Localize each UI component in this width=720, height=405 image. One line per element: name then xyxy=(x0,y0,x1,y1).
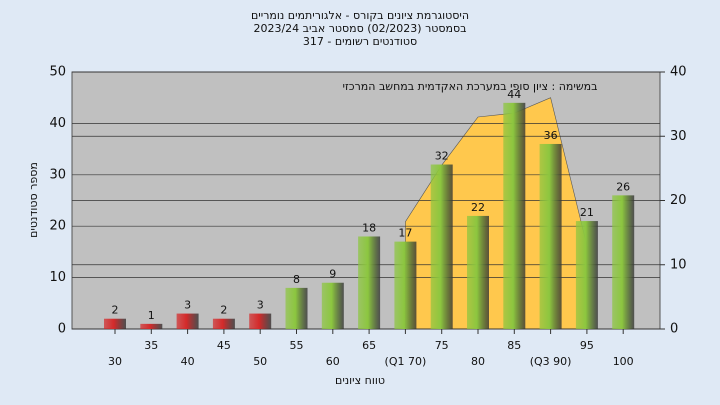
y2-tick-label: 20 xyxy=(670,193,687,208)
bar xyxy=(430,164,453,329)
y2-tick-label: 10 xyxy=(670,257,687,272)
x-tick-label: 55 xyxy=(290,339,304,352)
y2-tick-label: 40 xyxy=(670,65,687,80)
bar xyxy=(358,236,381,329)
y-tick-label: 10 xyxy=(49,270,66,285)
bar xyxy=(176,313,199,329)
y-tick-label: 0 xyxy=(58,322,66,337)
y-tick-label: 30 xyxy=(49,167,66,182)
x-tick-label: 95 xyxy=(580,339,594,352)
y-tick-label: 20 xyxy=(49,219,66,234)
y-tick-label: 40 xyxy=(49,116,66,131)
x-tick-label: 60 xyxy=(326,355,340,368)
value-label: 36 xyxy=(544,129,558,142)
bar xyxy=(140,323,163,329)
x-tick-label: (Q1 70) xyxy=(385,355,427,368)
x-tick-label: 40 xyxy=(181,355,195,368)
x-tick-label: 100 xyxy=(613,355,634,368)
x-tick-label: 35 xyxy=(144,339,158,352)
y-tick-label: 50 xyxy=(49,65,66,80)
x-tick-label: 80 xyxy=(471,355,485,368)
bar xyxy=(612,195,635,329)
y2-tick-label: 0 xyxy=(670,322,678,337)
value-label: 2 xyxy=(220,304,227,317)
value-label: 21 xyxy=(580,206,594,219)
value-label: 2 xyxy=(112,304,119,317)
value-label: 9 xyxy=(329,268,336,281)
bar xyxy=(394,241,417,329)
value-label: 8 xyxy=(293,273,300,286)
y2-tick-label: 30 xyxy=(670,129,687,144)
x-tick-label: 50 xyxy=(253,355,267,368)
title-line: סטודנטים רשומים - 317 xyxy=(303,35,417,48)
x-axis-label: טווח ציונים xyxy=(335,374,385,387)
title-line: היסטוגרמת ציונים בקורס - אלגוריתמים נומר… xyxy=(251,9,469,22)
bar xyxy=(104,318,126,329)
bar xyxy=(321,282,344,329)
bar xyxy=(212,318,235,329)
x-tick-label: 75 xyxy=(435,339,449,352)
x-tick-label: 65 xyxy=(362,339,376,352)
value-label: 22 xyxy=(471,201,485,214)
y-axis-label: מספר סטודנטים xyxy=(27,162,40,238)
x-tick-label: 45 xyxy=(217,339,231,352)
bar xyxy=(539,143,562,329)
x-tick-label: (Q3 90) xyxy=(530,355,572,368)
value-label: 17 xyxy=(398,227,412,240)
x-tick-label: 30 xyxy=(108,355,122,368)
value-label: 18 xyxy=(362,221,376,234)
value-label: 3 xyxy=(184,299,191,312)
bar xyxy=(467,215,489,329)
x-tick-label: 85 xyxy=(507,339,521,352)
value-label: 1 xyxy=(148,309,155,322)
value-label: 32 xyxy=(435,150,449,163)
annotation: במשימה : ציון סופי במערכת האקדמית במחשב … xyxy=(343,80,598,93)
value-label: 44 xyxy=(507,88,521,101)
value-label: 26 xyxy=(616,180,630,193)
bar xyxy=(249,313,272,329)
title-line: בסמסטר (02/2023) סמסטר אביב 2023/24 xyxy=(253,22,466,35)
bar xyxy=(575,221,598,329)
value-label: 3 xyxy=(257,299,264,312)
bar xyxy=(503,102,526,329)
bar xyxy=(285,287,308,329)
